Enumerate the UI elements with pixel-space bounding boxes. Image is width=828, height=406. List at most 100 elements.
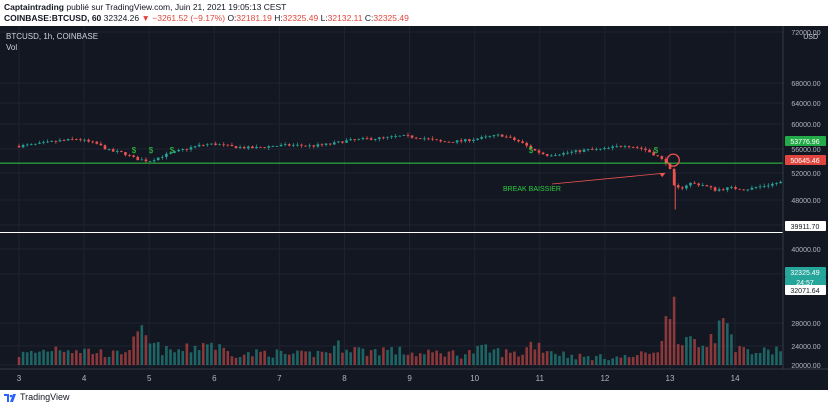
candle-body xyxy=(468,139,471,141)
price-label-text: 32071.64 xyxy=(790,288,819,295)
candle-body xyxy=(529,145,533,149)
candle-body xyxy=(99,143,103,146)
low-label: L: xyxy=(320,13,328,23)
candle-body xyxy=(312,145,316,147)
volume-bar xyxy=(83,348,86,365)
candle-body xyxy=(316,144,320,147)
candle-body xyxy=(480,137,483,139)
candle-body xyxy=(762,186,766,187)
candle-body xyxy=(492,135,496,137)
candle-body xyxy=(165,153,168,157)
candle-body xyxy=(259,146,262,148)
volume-bar xyxy=(570,354,574,365)
chart-area[interactable]: $ $ $ $ $ BREAK BAISSIER 72000.00 68000.00 6400… xyxy=(0,26,828,390)
candle-body xyxy=(418,138,422,140)
volume-bar xyxy=(480,344,483,365)
volume-bar xyxy=(574,359,578,365)
candle-body xyxy=(246,146,250,149)
volume-bar xyxy=(242,354,246,365)
volume-bar xyxy=(91,354,95,365)
volume-bar xyxy=(693,339,696,365)
candle-body xyxy=(660,156,664,159)
candle-body xyxy=(664,158,668,164)
volume-bar xyxy=(676,344,680,365)
volume-bar xyxy=(754,352,758,365)
volume-bar xyxy=(144,335,148,365)
volume-bar xyxy=(304,351,307,365)
volume-bar xyxy=(62,351,66,365)
volume-bar xyxy=(140,325,144,365)
price-change: ▼ −3261.52 (−9.17%) xyxy=(141,13,226,23)
volume-bar xyxy=(779,351,782,365)
break-annotation-label: BREAK BAISSIER xyxy=(503,186,561,193)
candle-body xyxy=(128,155,131,156)
volume-bar xyxy=(234,357,238,365)
candle-body xyxy=(251,146,254,149)
time-tick-label: 7 xyxy=(277,374,282,383)
volume-bar xyxy=(537,342,541,365)
volume-bar xyxy=(79,353,82,365)
candle-body xyxy=(136,156,140,161)
candle-body xyxy=(631,146,635,148)
price-label-box xyxy=(785,267,826,277)
candle-body xyxy=(713,187,717,191)
volume-bar xyxy=(423,354,426,365)
candle-body xyxy=(750,187,754,190)
volume-bar xyxy=(685,336,688,365)
candle-body xyxy=(373,139,377,140)
price-chart[interactable]: $ $ $ $ $BREAK BAISSIER 72000.0068000.006400… xyxy=(0,26,828,390)
candle-body xyxy=(476,138,479,140)
volume-bar xyxy=(607,360,610,365)
candle-body xyxy=(730,187,733,188)
candle-body xyxy=(726,187,729,190)
price-axis[interactable]: 72000.00 68000.00 64000.00 60000.00 56000.00… xyxy=(782,26,828,390)
candle-body xyxy=(283,144,287,146)
volume-bar xyxy=(156,342,160,365)
candle-body xyxy=(427,138,430,140)
candle-body xyxy=(120,151,123,153)
volume-bar xyxy=(746,349,750,365)
price-tick-label: 60000.00 xyxy=(791,122,820,129)
volume-bar xyxy=(668,319,672,365)
candle-body xyxy=(189,147,193,150)
time-axis[interactable]: 3 4 5 6 7 8 9 10 11 12 13 14 xyxy=(0,368,828,383)
candle-body xyxy=(353,139,357,141)
volume-bar xyxy=(369,350,373,365)
candle-body xyxy=(185,149,189,150)
candle-body xyxy=(83,139,86,141)
candles xyxy=(17,132,795,210)
candle-body xyxy=(603,148,606,149)
volume-bar xyxy=(361,348,365,365)
symbol-line: COINBASE:BTCUSD, 60 32324.26 ▼ −3261.52 … xyxy=(4,13,409,23)
candle-body xyxy=(324,143,328,145)
candle-body xyxy=(607,147,610,149)
volume-bar xyxy=(406,354,410,365)
volume-bar xyxy=(660,341,664,365)
volume-bar xyxy=(324,352,328,365)
candle-body xyxy=(414,137,418,139)
candle-body xyxy=(496,134,500,136)
time-tick-label: 4 xyxy=(82,374,87,383)
candle-body xyxy=(509,136,512,138)
volume-bar xyxy=(287,354,291,365)
volume-bar xyxy=(549,351,553,365)
volume-bar xyxy=(697,347,700,365)
candle-body xyxy=(488,136,492,137)
candle-body xyxy=(697,183,700,186)
volume-bar xyxy=(218,344,221,365)
candle-body xyxy=(304,145,307,147)
candle-body xyxy=(341,141,344,143)
candle-body xyxy=(574,150,578,152)
candle-body xyxy=(701,185,705,186)
volume-bar xyxy=(742,347,746,365)
candle-body xyxy=(132,155,135,157)
volume-bar xyxy=(496,348,500,365)
annotation-arrow xyxy=(551,172,666,185)
candle-body xyxy=(451,142,455,143)
candle-body xyxy=(685,185,688,189)
volume-bar xyxy=(201,343,205,365)
candle-body xyxy=(111,149,115,152)
candle-body xyxy=(484,136,488,138)
volume-bar xyxy=(230,356,234,365)
time-tick-label: 12 xyxy=(600,374,609,383)
